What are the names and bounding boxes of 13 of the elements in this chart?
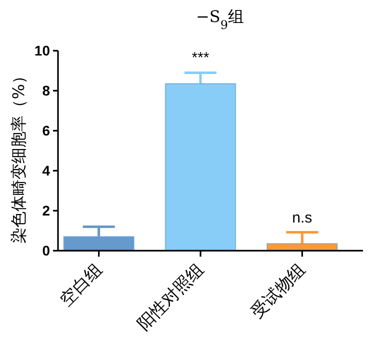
annotation: n.s — [292, 209, 312, 226]
y-tick-label: 2 — [42, 202, 50, 219]
chart-title: −S$_{9}$组 — [196, 7, 244, 32]
annotation: *** — [192, 50, 210, 67]
y-tick-label: 4 — [42, 162, 50, 179]
y-tick-label: 10 — [34, 42, 50, 59]
x-tick-label: 空白组 — [56, 260, 106, 310]
x-tick-label: 阳性对照组 — [134, 260, 208, 334]
y-tick-label: 6 — [42, 122, 50, 139]
y-tick-label: 0 — [42, 242, 50, 259]
y-axis-title: 染色体畸变细胞率（%） — [9, 68, 28, 244]
x-tick-label: 受试物组 — [247, 260, 310, 322]
y-tick-label: 8 — [42, 82, 50, 99]
